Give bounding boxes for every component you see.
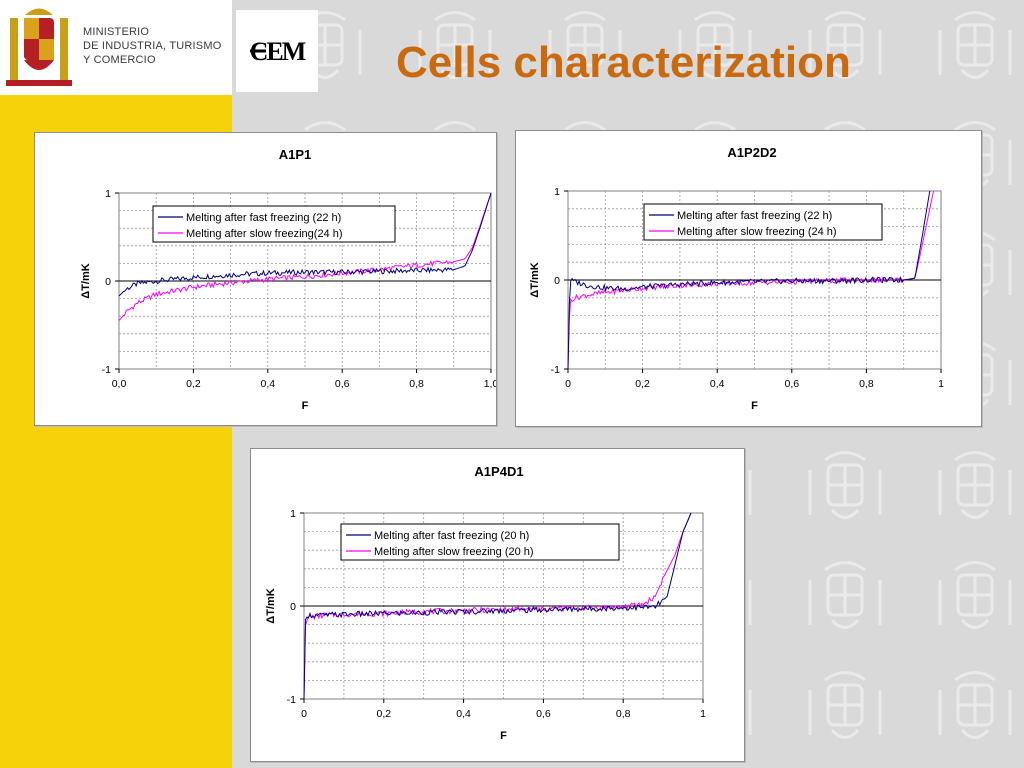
- x-tick-label: 0,6: [335, 378, 350, 390]
- ministry-line-2: DE INDUSTRIA, TURISMO: [83, 40, 222, 52]
- y-tick-label: 1: [105, 188, 111, 200]
- legend-box: [340, 523, 620, 561]
- legend-label-fast-freezing: Melting after fast freezing (20 h): [374, 530, 529, 542]
- y-tick-label: 1: [290, 508, 296, 520]
- y-axis-title: ΔT/mK: [265, 588, 277, 623]
- page-title: Cells characterization: [396, 38, 851, 87]
- series-line-slow-freezing: [567, 190, 934, 370]
- chart-title: A1P4D1: [474, 464, 523, 479]
- series-line-fast-freezing: [118, 192, 492, 297]
- x-tick-label: 0,2: [635, 378, 650, 390]
- x-tick-label: 0,6: [784, 378, 799, 390]
- x-tick-label: 0,4: [260, 378, 275, 390]
- series-line-fast-freezing: [303, 512, 692, 700]
- y-tick-label: -1: [551, 364, 560, 376]
- x-tick-label: 0,0: [112, 378, 127, 390]
- ministry-line-3: Y COMERCIO: [83, 54, 156, 66]
- chart-title: A1P2D2: [727, 145, 776, 160]
- x-tick-label: 0,8: [859, 378, 874, 390]
- legend-label-fast-freezing: Melting after fast freezing (22 h): [186, 212, 341, 224]
- chart-title: A1P1: [279, 147, 312, 162]
- legend-label-slow-freezing: Melting after slow freezing (24 h): [677, 226, 837, 238]
- legend-label-slow-freezing: Melting after slow freezing (20 h): [374, 546, 534, 558]
- x-axis-title: F: [302, 400, 309, 412]
- x-tick-label: 1: [700, 708, 706, 720]
- y-tick-label: 0: [105, 276, 111, 288]
- chart-a1p2d2: A1P2D2 -1 0 1 0 0,2 0,4 0,6 0,8 1 F ΔT/mK Melting af…: [515, 130, 982, 427]
- x-tick-label: 0,2: [376, 708, 391, 720]
- ministry-name: MINISTERIO DE INDUSTRIA, TURISMO Y COMER…: [83, 25, 221, 67]
- ministry-line-1: MINISTERIO: [83, 26, 150, 38]
- y-tick-label: 0: [290, 601, 296, 613]
- x-tick-label: 1,0: [484, 378, 496, 390]
- y-tick-label: 1: [554, 186, 560, 198]
- x-tick-label: 0,4: [456, 708, 471, 720]
- chart-a1p2d2-svg: A1P2D2 -1 0 1 0 0,2 0,4 0,6 0,8 1 F ΔT/mK Melting af…: [529, 145, 944, 412]
- y-axis-title: ΔT/mK: [80, 263, 92, 298]
- series-line-fast-freezing: [567, 190, 931, 370]
- x-tick-label: 0: [565, 378, 571, 390]
- x-tick-label: 1: [938, 378, 944, 390]
- y-tick-label: -1: [102, 364, 111, 376]
- ministry-logo: MINISTERIO DE INDUSTRIA, TURISMO Y COMER…: [0, 0, 232, 95]
- legend-label-fast-freezing: Melting after fast freezing (22 h): [677, 210, 832, 222]
- x-tick-label: 0,4: [710, 378, 725, 390]
- x-tick-label: 0,2: [186, 378, 201, 390]
- y-tick-label: 0: [554, 275, 560, 287]
- legend-box: [643, 203, 883, 241]
- legend-label-slow-freezing: Melting after slow freezing(24 h): [186, 228, 343, 240]
- x-axis-title: F: [751, 400, 758, 412]
- coat-of-arms-icon: [6, 8, 72, 86]
- x-tick-label: 0,8: [409, 378, 424, 390]
- x-tick-label: 0,8: [616, 708, 631, 720]
- cem-logo: CEM: [236, 10, 318, 92]
- chart-a1p1-svg: A1P1 -1 0 1 0,0 0,2 0,4 0,6 0,8 1,0 F ΔT/mK Melting …: [80, 147, 496, 412]
- x-axis-title: F: [500, 730, 507, 742]
- y-axis-title: ΔT/mK: [529, 262, 541, 297]
- x-tick-label: 0,6: [536, 708, 551, 720]
- series-line-slow-freezing: [118, 192, 492, 321]
- x-tick-label: 0: [301, 708, 307, 720]
- legend-box: [152, 205, 396, 243]
- y-tick-label: -1: [287, 694, 296, 706]
- chart-a1p1: A1P1 -1 0 1 0,0 0,2 0,4 0,6 0,8 1,0 F ΔT/mK Melting …: [34, 132, 497, 426]
- chart-a1p4d1: A1P4D1 -1 0 1 0 0,2 0,4 0,6 0,8 1 F ΔT/mK Melting af…: [250, 448, 745, 762]
- chart-a1p4d1-svg: A1P4D1 -1 0 1 0 0,2 0,4 0,6 0,8 1 F ΔT/mK Melting af…: [265, 464, 706, 742]
